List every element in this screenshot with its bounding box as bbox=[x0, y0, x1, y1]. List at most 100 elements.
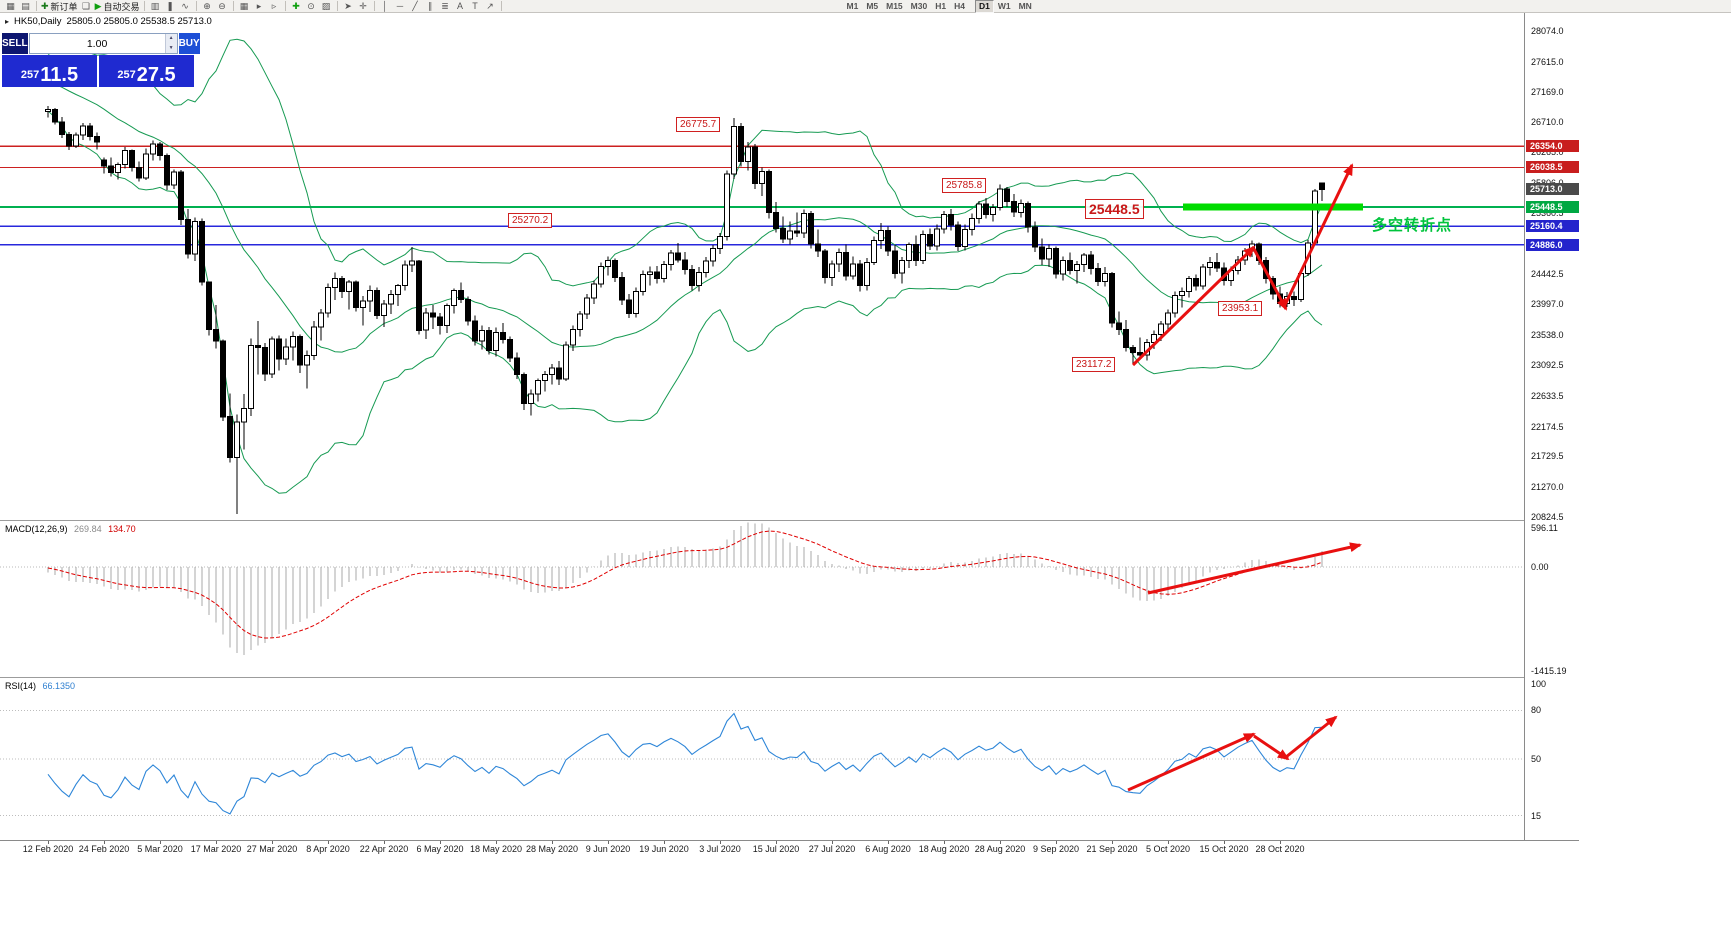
timeframe-w1-button[interactable]: W1 bbox=[997, 0, 1011, 11]
indicators-button[interactable]: ✚ bbox=[289, 1, 304, 12]
templates-button[interactable]: ▨ bbox=[319, 1, 334, 12]
trend-arrow[interactable] bbox=[1131, 245, 1256, 367]
crosshair-button[interactable]: ✛ bbox=[356, 1, 371, 12]
price-callout[interactable]: 25448.5 bbox=[1085, 199, 1144, 219]
chart-window: ▸ HK50,Daily 25805.0 25805.0 25538.5 257… bbox=[0, 13, 1579, 856]
timeframe-h1-button[interactable]: H1 bbox=[935, 0, 947, 11]
timeframe-m30-button[interactable]: M30 bbox=[910, 0, 928, 11]
date-label: 19 Jun 2020 bbox=[639, 844, 689, 854]
arrow-tool-icon: ↗ bbox=[486, 0, 494, 11]
timeframe-m1-button[interactable]: M1 bbox=[846, 0, 859, 11]
price-tick-label: 27169.0 bbox=[1531, 86, 1564, 97]
rsi-canvas[interactable] bbox=[0, 678, 1524, 840]
date-label: 22 Apr 2020 bbox=[359, 844, 409, 854]
trend-arrow[interactable] bbox=[1127, 732, 1256, 792]
trendline-button[interactable]: ╱ bbox=[408, 1, 423, 12]
candlestick-mode-button[interactable]: ❚ bbox=[163, 1, 178, 12]
line-chart-mode-button[interactable]: ∿ bbox=[178, 1, 193, 12]
new-order-button[interactable]: ✚ 新订单 bbox=[40, 1, 79, 12]
price-callout[interactable]: 25785.8 bbox=[942, 178, 987, 193]
date-label: 24 Feb 2020 bbox=[78, 844, 130, 854]
price-callout[interactable]: 23953.1 bbox=[1218, 301, 1263, 316]
arrow-tool-button[interactable]: ↗ bbox=[483, 1, 498, 12]
buy-button[interactable]: BUY bbox=[178, 33, 200, 54]
ask-price-display[interactable]: 257 27.5 bbox=[99, 55, 194, 87]
new-order-icon: ✚ bbox=[41, 0, 49, 11]
text-button[interactable]: A bbox=[453, 1, 468, 12]
time-axis-tick bbox=[776, 841, 777, 844]
bull-bear-turning-point-label[interactable]: 多空转折点 bbox=[1372, 217, 1453, 234]
turning-point-zone[interactable] bbox=[1183, 203, 1363, 211]
trend-arrow[interactable] bbox=[1285, 715, 1338, 759]
price-axis[interactable]: 28074.027615.027169.026710.026265.025806… bbox=[1524, 13, 1579, 840]
trend-arrow[interactable] bbox=[1253, 734, 1290, 761]
text-label-button[interactable]: T bbox=[468, 1, 483, 12]
bid-price-display[interactable]: 257 11.5 bbox=[2, 55, 97, 87]
price-callout[interactable]: 25270.2 bbox=[508, 213, 553, 228]
price-tag: 26354.0 bbox=[1526, 140, 1579, 153]
date-label: 9 Jun 2020 bbox=[585, 844, 631, 854]
zoom-out-button[interactable]: ⊖ bbox=[215, 1, 230, 12]
fibonacci-icon: ≣ bbox=[441, 0, 449, 11]
timeframe-m5-button[interactable]: M5 bbox=[866, 0, 879, 11]
timeframe-m15-button[interactable]: M15 bbox=[886, 0, 903, 11]
trend-arrow[interactable] bbox=[1252, 248, 1288, 311]
price-tag: 24886.0 bbox=[1526, 238, 1579, 251]
rsi-line bbox=[47, 712, 1323, 815]
price-callout[interactable]: 23117.2 bbox=[1072, 357, 1116, 372]
time-axis-tick bbox=[216, 841, 217, 844]
toolbar-separator bbox=[195, 1, 197, 11]
rsi-axis-label: 50 bbox=[1531, 754, 1542, 764]
date-label: 9 Sep 2020 bbox=[1032, 844, 1080, 854]
fibonacci-button[interactable]: ≣ bbox=[438, 1, 453, 12]
time-axis-tick bbox=[48, 841, 49, 844]
chart-shift-button[interactable]: ▹ bbox=[267, 1, 282, 12]
lot-size-input[interactable] bbox=[29, 34, 165, 53]
panel-separator[interactable] bbox=[0, 677, 1579, 678]
bollinger-middle-band bbox=[47, 82, 1323, 353]
chart-windows-button[interactable]: ❏ bbox=[79, 1, 94, 12]
channel-button[interactable]: ∥ bbox=[423, 1, 438, 12]
macd-canvas[interactable] bbox=[0, 521, 1524, 677]
vertical-line-button[interactable]: │ bbox=[378, 1, 393, 12]
autotrade-button[interactable]: ▶ 自动交易 bbox=[94, 1, 141, 12]
lot-spinner: ▲ ▼ bbox=[164, 34, 177, 53]
price-tick-label: 25806.0 bbox=[1531, 178, 1564, 188]
date-label: 17 Mar 2020 bbox=[190, 844, 242, 854]
time-axis[interactable]: 12 Feb 2020 24 Feb 2020 5 Mar 2020 17 Mar 2… bbox=[0, 840, 1579, 856]
zoom-in-button[interactable]: ⊕ bbox=[200, 1, 215, 12]
periods-button[interactable]: ⊙ bbox=[304, 1, 319, 12]
price-callout[interactable]: 26775.7 bbox=[676, 117, 721, 132]
bollinger-upper-band bbox=[47, 38, 1323, 287]
profiles-button[interactable]: ▤ bbox=[18, 1, 33, 12]
timeframe-toolbar: M1 M5 M15 M30 H1 H4 D1 W1 MN bbox=[843, 0, 1036, 13]
timeframe-h4-button[interactable]: H4 bbox=[954, 0, 965, 11]
trend-arrow[interactable] bbox=[1282, 163, 1354, 308]
date-label: 27 Jul 2020 bbox=[808, 844, 856, 854]
macd-histogram bbox=[47, 522, 1323, 656]
horizontal-line-button[interactable]: ─ bbox=[393, 1, 408, 12]
macd-label: MACD(12,26,9) 269.84 134.70 bbox=[5, 524, 136, 534]
lot-decrease-button[interactable]: ▼ bbox=[165, 43, 177, 53]
rsi-label: RSI(14) 66.1350 bbox=[5, 681, 75, 691]
profiles-icon: ▤ bbox=[21, 0, 30, 11]
zoom-in-icon: ⊕ bbox=[203, 0, 211, 11]
bid-price-big-digits: 11.5 bbox=[40, 64, 79, 86]
price-chart-canvas[interactable] bbox=[0, 13, 1524, 520]
timeframe-mn-button[interactable]: MN bbox=[1018, 0, 1032, 11]
cursor-button[interactable]: ➤ bbox=[341, 1, 356, 12]
timeframe-d1-button[interactable]: D1 bbox=[974, 0, 994, 13]
bar-chart-mode-button[interactable]: ▥ bbox=[148, 1, 163, 12]
sell-button[interactable]: SELL bbox=[2, 33, 28, 54]
lot-increase-button[interactable]: ▲ bbox=[165, 34, 177, 44]
text-icon: A bbox=[456, 0, 463, 11]
time-axis-tick bbox=[104, 841, 105, 844]
tile-windows-button[interactable]: ▦ bbox=[237, 1, 252, 12]
panel-separator[interactable] bbox=[0, 520, 1579, 521]
time-axis-tick bbox=[888, 841, 889, 844]
candlestick-mode-icon: ❚ bbox=[166, 0, 174, 11]
auto-scroll-button[interactable]: ▸ bbox=[252, 1, 267, 12]
trend-arrow[interactable] bbox=[1147, 542, 1362, 595]
line-chart-mode-icon: ∿ bbox=[181, 0, 189, 11]
new-chart-button[interactable]: ▦ bbox=[3, 1, 18, 12]
